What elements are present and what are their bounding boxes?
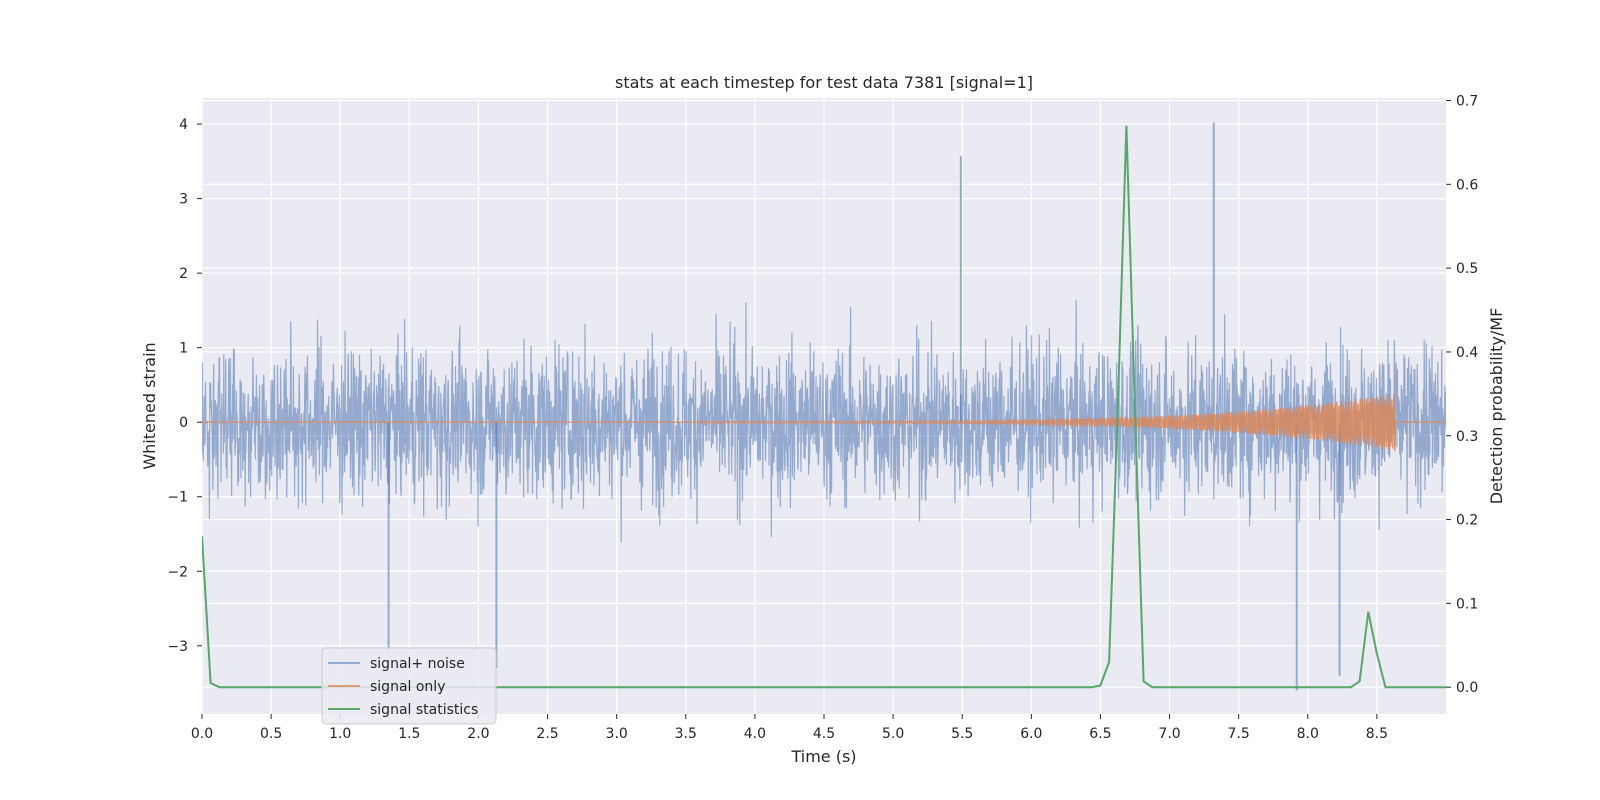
legend-label: signal statistics [370,702,478,718]
x-tick-label: 2.5 [536,726,558,742]
series-signal-only-line [202,393,1446,452]
legend-label: signal+ noise [370,656,465,672]
x-tick-label: 4.5 [813,726,835,742]
x-tick-label: 0.5 [260,726,282,742]
y-tick-label: −1 [167,490,188,506]
x-tick-label: 5.5 [951,726,973,742]
series-signal-noise-line [202,300,1446,543]
x-tick-label: 3.0 [606,726,628,742]
y2-tick-label: 0.6 [1456,177,1478,193]
x-tick-label: 7.5 [1228,726,1250,742]
x-axis-label: Time (s) [790,747,856,766]
y2-tick-label: 0.7 [1456,94,1478,110]
x-tick-label: 7.0 [1158,726,1180,742]
y2-tick-label: 0.3 [1456,429,1478,445]
y-tick-label: 4 [179,117,188,133]
y-tick-label: 2 [179,266,188,282]
y-axis-label: Whitened strain [140,342,159,469]
legend: signal+ noise signal only signal statistic… [321,647,497,725]
x-tick-label: 6.5 [1089,726,1111,742]
y2-tick-label: 0.4 [1456,345,1478,361]
y-axis-ticks: −3 −2 −1 0 1 2 3 4 [167,117,202,655]
x-tick-label: 2.0 [467,726,489,742]
legend-label: signal only [370,679,445,695]
y-tick-label: 3 [179,192,188,208]
y2-axis-ticks: 0.0 0.1 0.2 0.3 0.4 0.5 0.6 0.7 [1446,94,1478,696]
x-tick-label: 3.5 [675,726,697,742]
y2-tick-label: 0.0 [1456,680,1478,696]
series-signal-statistics-line [202,125,1446,689]
x-tick-label: 5.0 [882,726,904,742]
x-tick-label: 6.0 [1020,726,1042,742]
y2-tick-label: 0.5 [1456,261,1478,277]
x-tick-label: 8.5 [1366,726,1388,742]
y-tick-label: 0 [179,415,188,431]
x-tick-label: 1.0 [329,726,351,742]
y-tick-label: −2 [167,564,188,580]
series-layer [202,122,1446,691]
x-tick-label: 4.0 [744,726,766,742]
y-tick-label: −3 [167,639,188,655]
x-tick-label: 0.0 [191,726,213,742]
y2-tick-label: 0.1 [1456,596,1478,612]
chart-title: stats at each timestep for test data 738… [615,73,1033,92]
y2-axis-label: Detection probability/MF [1487,308,1506,505]
x-axis-ticks: 0.0 0.5 1.0 1.5 2.0 2.5 3.0 3.5 4.0 4.5 5.0 5.5 6.0 6… [191,714,1388,742]
legend-box [321,647,497,725]
y2-tick-label: 0.2 [1456,513,1478,529]
x-tick-label: 8.0 [1297,726,1319,742]
x-tick-label: 1.5 [398,726,420,742]
y-tick-label: 1 [179,341,188,357]
